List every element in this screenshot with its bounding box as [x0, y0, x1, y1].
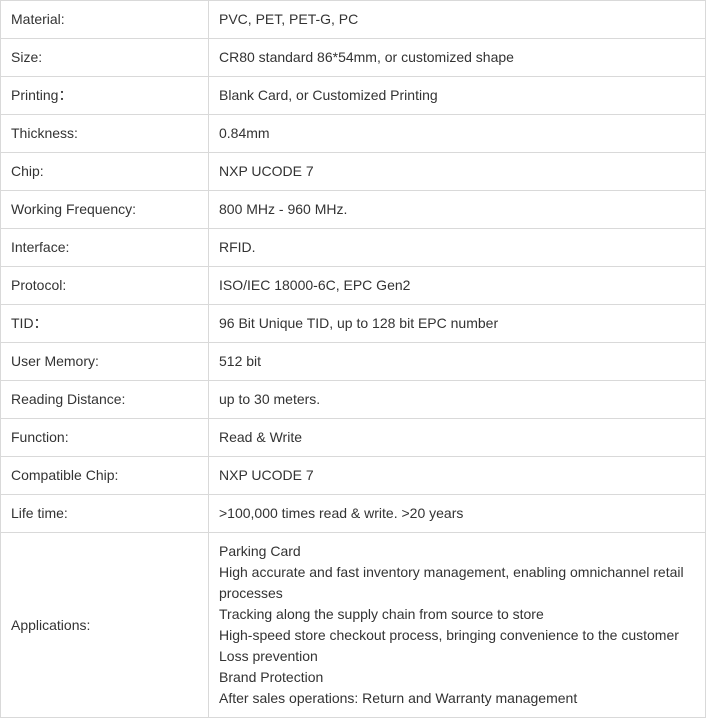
table-row: Material:PVC, PET, PET-G, PC: [1, 1, 706, 39]
table-row: Working Frequency:800 MHz - 960 MHz.: [1, 191, 706, 229]
spec-value: Blank Card, or Customized Printing: [209, 77, 706, 115]
table-row: Reading Distance:up to 30 meters.: [1, 381, 706, 419]
table-row: Life time:>100,000 times read & write. >…: [1, 495, 706, 533]
spec-label: User Memory:: [1, 343, 209, 381]
table-row: Thickness:0.84mm: [1, 115, 706, 153]
spec-label: Thickness:: [1, 115, 209, 153]
spec-label: Interface:: [1, 229, 209, 267]
spec-label: Function:: [1, 419, 209, 457]
table-row: Interface:RFID.: [1, 229, 706, 267]
spec-value: 0.84mm: [209, 115, 706, 153]
spec-label: Material:: [1, 1, 209, 39]
table-row: Function:Read & Write: [1, 419, 706, 457]
spec-value: 96 Bit Unique TID, up to 128 bit EPC num…: [209, 305, 706, 343]
spec-label: Applications:: [1, 533, 209, 718]
spec-label: Working Frequency:: [1, 191, 209, 229]
spec-label: Compatible Chip:: [1, 457, 209, 495]
spec-value: 800 MHz - 960 MHz.: [209, 191, 706, 229]
table-row: Applications:Parking CardHigh accurate a…: [1, 533, 706, 718]
spec-value: CR80 standard 86*54mm, or customized sha…: [209, 39, 706, 77]
table-row: TID：96 Bit Unique TID, up to 128 bit EPC…: [1, 305, 706, 343]
spec-table-body: Material:PVC, PET, PET-G, PCSize:CR80 st…: [1, 1, 706, 718]
spec-value: 512 bit: [209, 343, 706, 381]
spec-label: Reading Distance:: [1, 381, 209, 419]
spec-table: Material:PVC, PET, PET-G, PCSize:CR80 st…: [0, 0, 706, 718]
spec-value: Parking CardHigh accurate and fast inven…: [209, 533, 706, 718]
spec-value: NXP UCODE 7: [209, 153, 706, 191]
spec-value: Read & Write: [209, 419, 706, 457]
table-row: User Memory:512 bit: [1, 343, 706, 381]
spec-value: RFID.: [209, 229, 706, 267]
spec-label: Printing：: [1, 77, 209, 115]
spec-label: Protocol:: [1, 267, 209, 305]
table-row: Size:CR80 standard 86*54mm, or customize…: [1, 39, 706, 77]
spec-label: Chip:: [1, 153, 209, 191]
spec-value: PVC, PET, PET-G, PC: [209, 1, 706, 39]
table-row: Compatible Chip:NXP UCODE 7: [1, 457, 706, 495]
spec-label: Life time:: [1, 495, 209, 533]
table-row: Chip:NXP UCODE 7: [1, 153, 706, 191]
spec-value: ISO/IEC 18000-6C, EPC Gen2: [209, 267, 706, 305]
spec-label: TID：: [1, 305, 209, 343]
table-row: Protocol:ISO/IEC 18000-6C, EPC Gen2: [1, 267, 706, 305]
spec-value: up to 30 meters.: [209, 381, 706, 419]
spec-value: >100,000 times read & write. >20 years: [209, 495, 706, 533]
spec-value: NXP UCODE 7: [209, 457, 706, 495]
spec-label: Size:: [1, 39, 209, 77]
table-row: Printing：Blank Card, or Customized Print…: [1, 77, 706, 115]
